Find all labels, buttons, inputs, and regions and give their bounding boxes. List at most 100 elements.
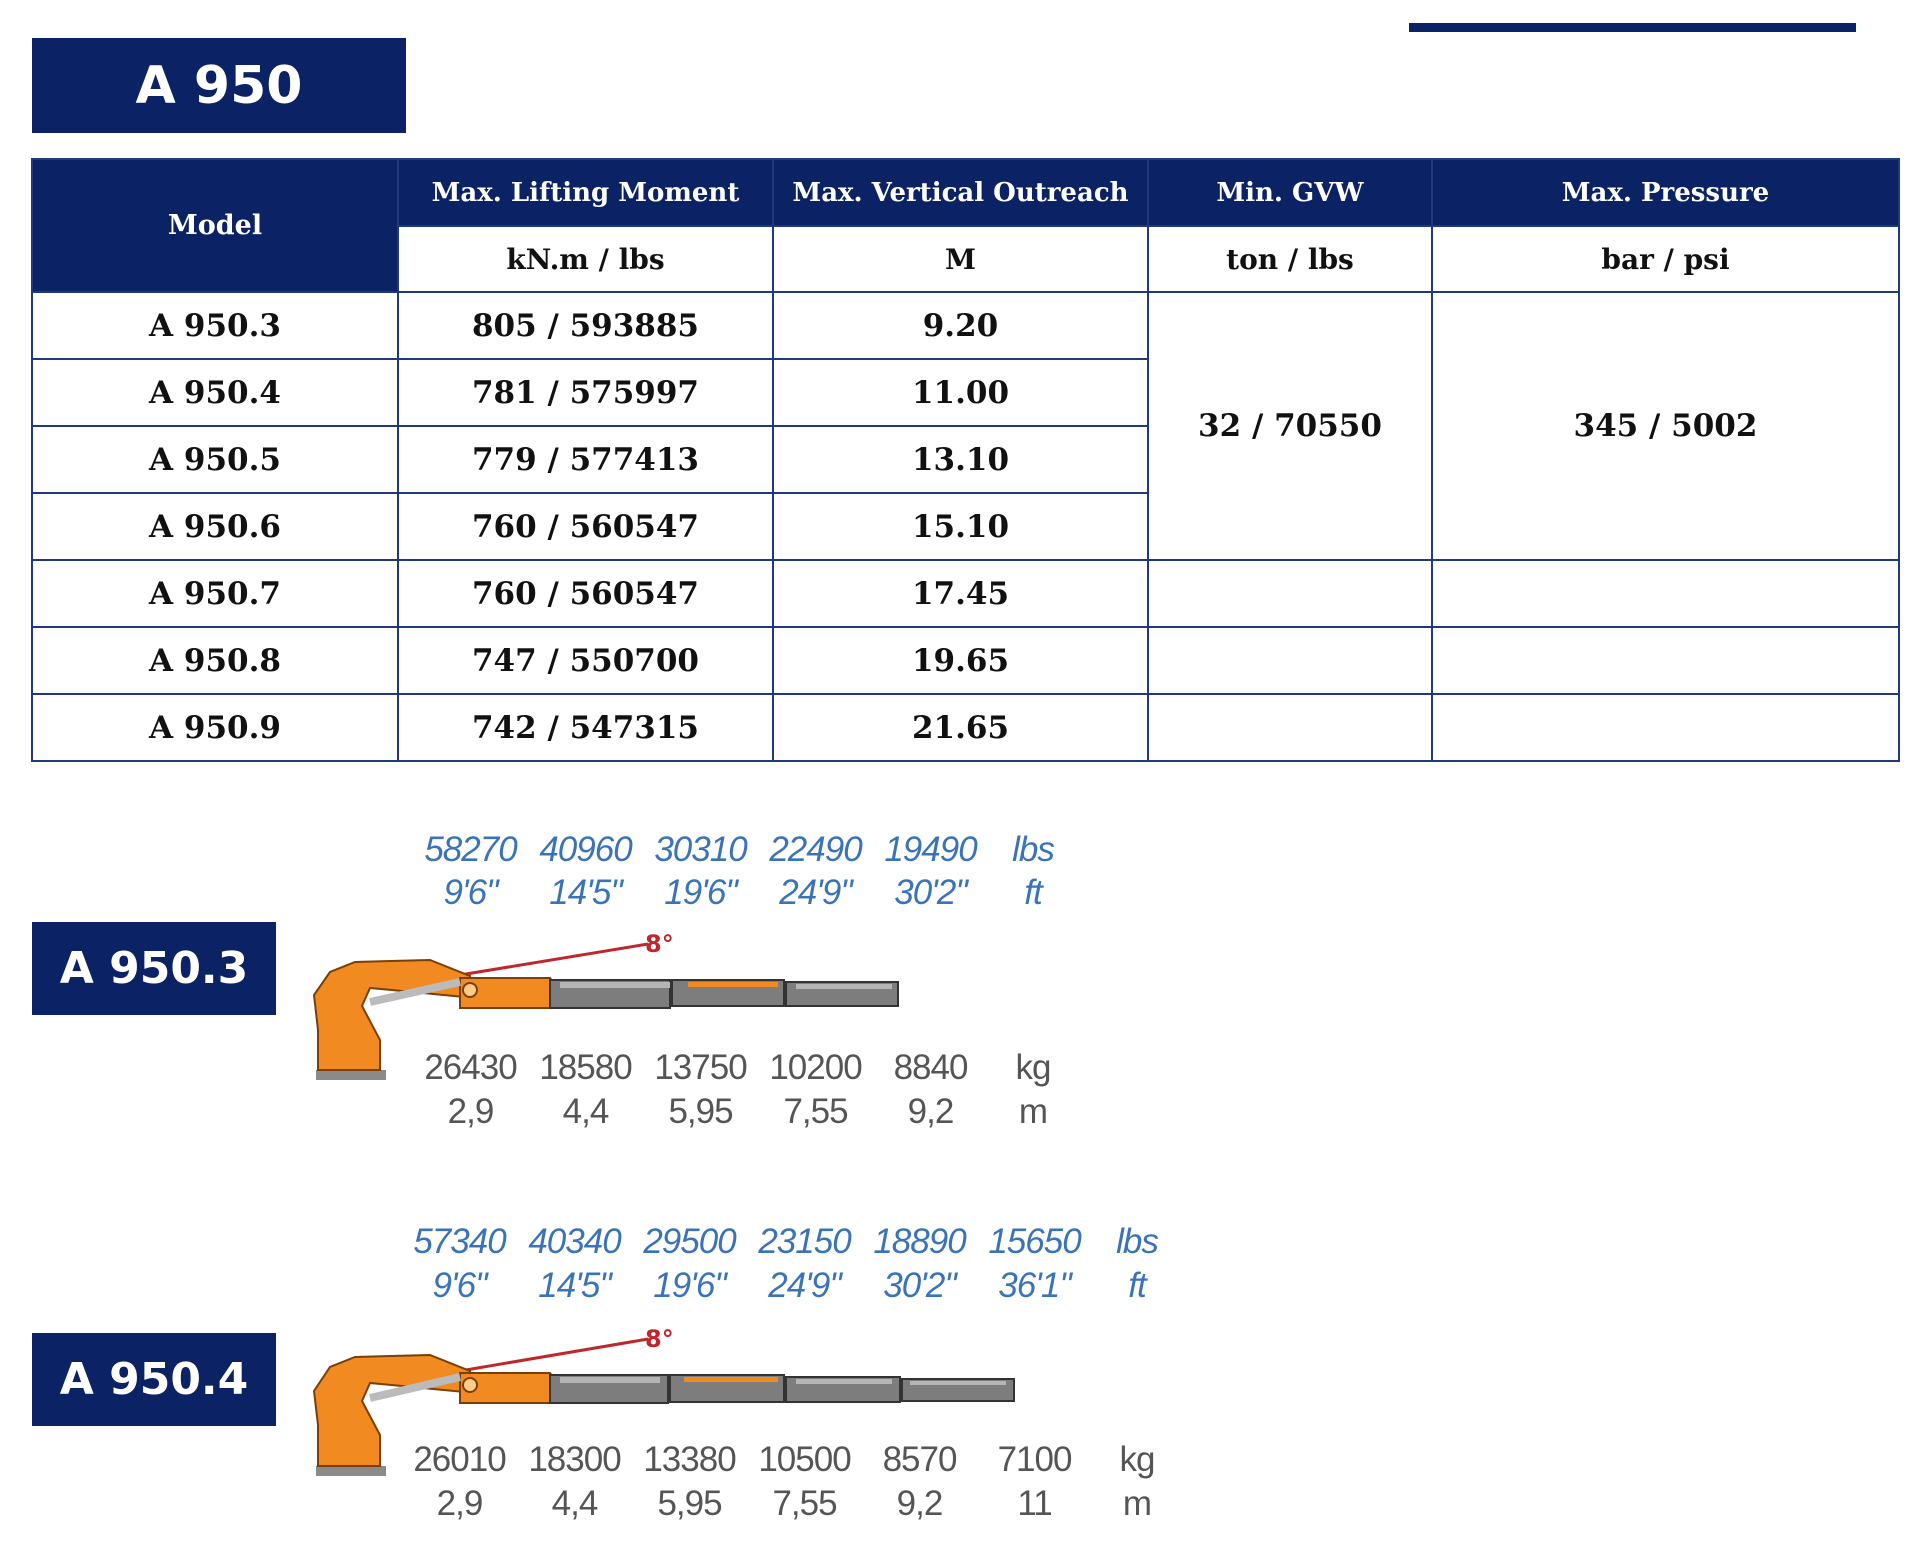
cell-moment: 779 / 577413 bbox=[397, 425, 774, 494]
crane-diagram: 8° bbox=[312, 1325, 1015, 1476]
ft-value: 19'6" bbox=[664, 873, 738, 912]
kg-value: 13750 bbox=[654, 1048, 747, 1087]
kg-value: 13380 bbox=[643, 1440, 736, 1479]
spec-table: Model Max. Lifting Moment Max. Vertical … bbox=[31, 158, 1900, 762]
lbs-unit: lbs bbox=[1116, 1222, 1159, 1261]
lbs-unit: lbs bbox=[1012, 830, 1055, 869]
table-row: A 950.8 747 / 550700 19.65 bbox=[31, 626, 1900, 695]
ft-unit: ft bbox=[1024, 873, 1042, 912]
kg-value: 26430 bbox=[424, 1048, 517, 1087]
page-title: A 950 bbox=[32, 38, 406, 133]
kg-value: 8840 bbox=[893, 1048, 969, 1087]
cell-outreach: 13.10 bbox=[772, 425, 1149, 494]
table-row: A 950.7 760 / 560547 17.45 bbox=[31, 559, 1900, 628]
lbs-value: 57340 bbox=[413, 1222, 506, 1261]
cell-gvw: 32 / 70550 bbox=[1147, 291, 1433, 561]
lbs-value: 58270 bbox=[424, 830, 517, 869]
cell-model: A 950.3 bbox=[31, 291, 399, 360]
ft-value: 14'5" bbox=[538, 1266, 612, 1305]
cell-outreach: 17.45 bbox=[772, 559, 1149, 628]
kg-value: 10500 bbox=[758, 1440, 851, 1479]
boom-highlight bbox=[910, 1381, 1006, 1385]
ft-value: 24'9" bbox=[768, 1266, 842, 1305]
cell-model: A 950.5 bbox=[31, 425, 399, 494]
boom-highlight bbox=[560, 982, 670, 988]
unit-max-pressure: bar / psi bbox=[1431, 225, 1900, 293]
table-row: A 950.3 805 / 593885 9.20 32 / 70550 345… bbox=[31, 291, 1900, 561]
cell-empty bbox=[1147, 693, 1433, 762]
unit-lifting-moment: kN.m / lbs bbox=[397, 225, 774, 293]
cell-empty bbox=[1431, 559, 1900, 628]
kg-row: 26010 18300 13380 10500 8570 7100 kg bbox=[402, 1440, 1182, 1480]
lbs-value: 19490 bbox=[884, 830, 977, 869]
cell-model: A 950.7 bbox=[31, 559, 399, 628]
m-value: 9,2 bbox=[896, 1484, 944, 1523]
cell-moment: 781 / 575997 bbox=[397, 358, 774, 427]
ft-value: 19'6" bbox=[653, 1266, 727, 1305]
m-value: 9,2 bbox=[907, 1092, 955, 1131]
header-vertical-outreach: Max. Vertical Outreach bbox=[772, 158, 1149, 227]
hydraulic-cylinder bbox=[369, 978, 461, 1006]
angle-label: 8° bbox=[645, 930, 674, 958]
header-model: Model bbox=[31, 158, 399, 293]
lbs-row: 57340 40340 29500 23150 18890 15650 lbs bbox=[402, 1222, 1182, 1262]
cell-empty bbox=[1147, 559, 1433, 628]
crane-base bbox=[316, 1466, 386, 1476]
ft-value: 9'6" bbox=[443, 873, 498, 912]
ft-value: 30'2" bbox=[894, 873, 968, 912]
lbs-value: 18890 bbox=[873, 1222, 966, 1261]
crane-base bbox=[316, 1070, 386, 1080]
kg-value: 8570 bbox=[882, 1440, 958, 1479]
lbs-row: 58270 40960 30310 22490 19490 lbs bbox=[413, 830, 1078, 870]
cell-outreach: 21.65 bbox=[772, 693, 1149, 762]
table-row: A 950.5 779 / 577413 13.10 bbox=[31, 425, 1899, 494]
lbs-value: 29500 bbox=[643, 1222, 736, 1261]
ft-row: 9'6" 14'5" 19'6" 24'9" 30'2" ft bbox=[413, 873, 1078, 913]
m-value: 7,55 bbox=[783, 1092, 848, 1131]
lbs-value: 30310 bbox=[654, 830, 747, 869]
crane-diagram: 8° bbox=[312, 930, 899, 1080]
ft-value: 9'6" bbox=[432, 1266, 487, 1305]
kg-value: 26010 bbox=[413, 1440, 506, 1479]
kg-row: 26430 18580 13750 10200 8840 kg bbox=[413, 1048, 1078, 1088]
cell-moment: 760 / 560547 bbox=[397, 559, 774, 628]
boom-highlight bbox=[796, 1379, 892, 1384]
cell-model: A 950.9 bbox=[31, 693, 399, 762]
boom-highlight bbox=[688, 982, 778, 987]
header-max-pressure: Max. Pressure bbox=[1431, 158, 1900, 227]
ft-value: 36'1" bbox=[998, 1266, 1072, 1305]
m-value: 4,4 bbox=[551, 1484, 599, 1523]
lbs-value: 40340 bbox=[528, 1222, 621, 1261]
table-row: A 950.9 742 / 547315 21.65 bbox=[31, 693, 1900, 762]
lbs-value: 22490 bbox=[769, 830, 862, 869]
m-value: 7,55 bbox=[772, 1484, 837, 1523]
kg-value: 10200 bbox=[769, 1048, 862, 1087]
cell-model: A 950.4 bbox=[31, 358, 399, 427]
hydraulic-cylinder bbox=[369, 1373, 461, 1402]
m-row: 2,9 4,4 5,95 7,55 9,2 11 m bbox=[402, 1484, 1182, 1524]
angle-label: 8° bbox=[645, 1325, 674, 1353]
cell-moment: 805 / 593885 bbox=[397, 291, 774, 360]
lbs-value: 40960 bbox=[539, 830, 632, 869]
boom-joint bbox=[462, 1377, 478, 1393]
ft-unit: ft bbox=[1128, 1266, 1146, 1305]
m-value: 5,95 bbox=[668, 1092, 733, 1131]
unit-vertical-outreach: M bbox=[772, 225, 1149, 293]
kg-value: 18580 bbox=[539, 1048, 632, 1087]
kg-unit: kg bbox=[1119, 1440, 1156, 1479]
m-unit: m bbox=[1018, 1092, 1048, 1131]
cell-moment: 760 / 560547 bbox=[397, 492, 774, 561]
header-min-gvw: Min. GVW bbox=[1147, 158, 1433, 227]
cell-outreach: 11.00 bbox=[772, 358, 1149, 427]
lbs-value: 23150 bbox=[758, 1222, 851, 1261]
cell-outreach: 9.20 bbox=[772, 291, 1149, 360]
lbs-value: 15650 bbox=[988, 1222, 1081, 1261]
diagram-model-label: A 950.3 bbox=[32, 922, 276, 1015]
cell-model: A 950.8 bbox=[31, 626, 399, 695]
cell-outreach: 19.65 bbox=[772, 626, 1149, 695]
kg-unit: kg bbox=[1015, 1048, 1052, 1087]
angle-line bbox=[459, 942, 649, 977]
m-value: 4,4 bbox=[562, 1092, 610, 1131]
m-value: 2,9 bbox=[447, 1092, 495, 1131]
kg-value: 7100 bbox=[997, 1440, 1073, 1479]
